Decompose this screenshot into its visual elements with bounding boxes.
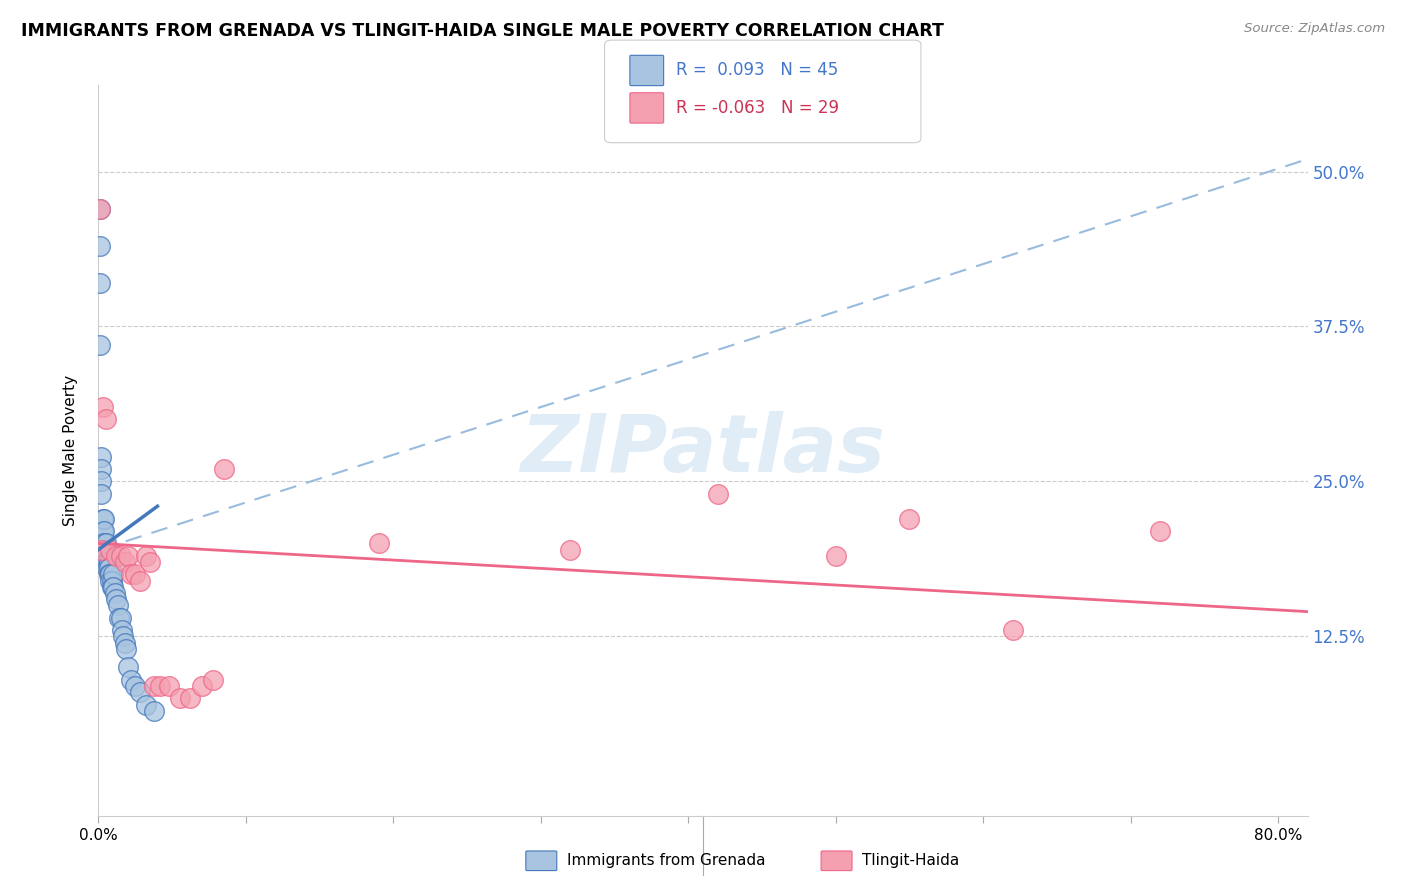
Point xyxy=(143,704,166,718)
Point xyxy=(89,338,111,352)
Point xyxy=(101,567,124,582)
Point xyxy=(135,549,157,563)
Point xyxy=(120,567,142,582)
Point xyxy=(89,202,111,216)
Point xyxy=(90,462,112,476)
Point xyxy=(110,549,132,563)
Point xyxy=(560,542,582,557)
Point xyxy=(128,685,150,699)
Text: Immigrants from Grenada: Immigrants from Grenada xyxy=(567,854,765,868)
Point xyxy=(157,679,180,693)
Point xyxy=(824,549,846,563)
Point xyxy=(169,691,191,706)
Point xyxy=(91,536,114,550)
Point xyxy=(90,542,112,557)
Point xyxy=(202,673,225,687)
Point xyxy=(93,511,115,525)
Point xyxy=(114,555,136,569)
Point xyxy=(91,511,114,525)
Text: Source: ZipAtlas.com: Source: ZipAtlas.com xyxy=(1244,22,1385,36)
Point xyxy=(93,524,115,538)
Point xyxy=(96,555,118,569)
Text: R = -0.063   N = 29: R = -0.063 N = 29 xyxy=(676,99,839,117)
Y-axis label: Single Male Poverty: Single Male Poverty xyxy=(63,375,77,526)
Point xyxy=(117,660,139,674)
Point xyxy=(98,567,121,582)
Point xyxy=(91,400,114,414)
Point xyxy=(94,555,117,569)
Point xyxy=(97,567,120,582)
Point xyxy=(104,586,127,600)
Point xyxy=(128,574,150,588)
Point xyxy=(110,611,132,625)
Point xyxy=(90,475,112,489)
Point xyxy=(179,691,201,706)
Point xyxy=(1001,624,1024,638)
Point xyxy=(149,679,172,693)
Point xyxy=(101,580,124,594)
Point xyxy=(94,412,117,426)
Text: R =  0.093   N = 45: R = 0.093 N = 45 xyxy=(676,62,838,79)
Point xyxy=(93,542,115,557)
Point xyxy=(124,679,146,693)
Point xyxy=(117,549,139,563)
Point xyxy=(94,549,117,563)
Point xyxy=(105,549,128,563)
Text: ZIPatlas: ZIPatlas xyxy=(520,411,886,490)
Point xyxy=(1149,524,1171,538)
Point xyxy=(94,536,117,550)
Point xyxy=(93,536,115,550)
Point xyxy=(89,276,111,290)
Text: Tlingit-Haida: Tlingit-Haida xyxy=(862,854,959,868)
Point xyxy=(97,555,120,569)
Point xyxy=(91,549,114,563)
Point xyxy=(107,599,129,613)
Point xyxy=(135,698,157,712)
Point xyxy=(111,624,134,638)
Point xyxy=(212,462,235,476)
Point xyxy=(100,580,122,594)
Point xyxy=(143,679,166,693)
Point xyxy=(97,561,120,575)
Point xyxy=(105,592,128,607)
Text: IMMIGRANTS FROM GRENADA VS TLINGIT-HAIDA SINGLE MALE POVERTY CORRELATION CHART: IMMIGRANTS FROM GRENADA VS TLINGIT-HAIDA… xyxy=(21,22,943,40)
Point xyxy=(115,641,138,656)
Point xyxy=(898,511,921,525)
Point xyxy=(90,450,112,464)
Point xyxy=(91,524,114,538)
Point xyxy=(98,574,121,588)
Point xyxy=(89,239,111,253)
Point xyxy=(114,635,136,649)
Point xyxy=(89,202,111,216)
Point xyxy=(190,679,212,693)
Point xyxy=(706,487,728,501)
Point xyxy=(367,536,389,550)
Point xyxy=(139,555,162,569)
Point xyxy=(96,561,118,575)
Point xyxy=(120,673,142,687)
Point xyxy=(124,567,146,582)
Point xyxy=(90,487,112,501)
Point xyxy=(112,629,135,643)
Point xyxy=(100,574,122,588)
Point xyxy=(108,611,131,625)
Point xyxy=(98,542,121,557)
